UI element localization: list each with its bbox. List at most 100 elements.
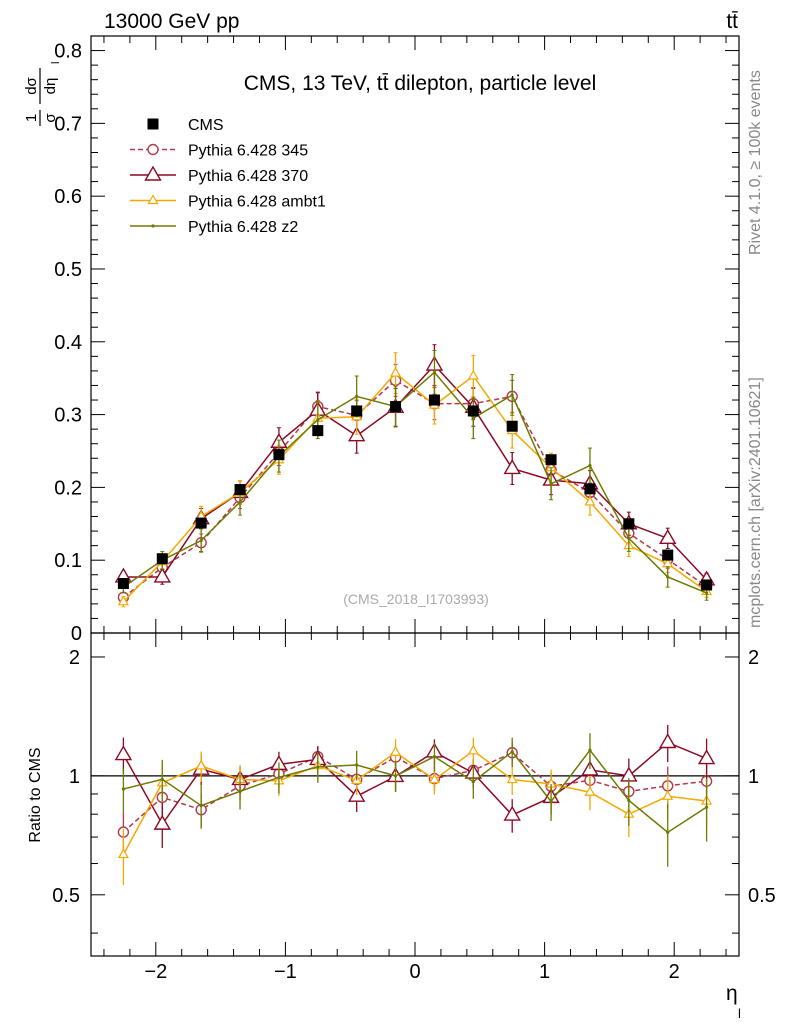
data-point [584,495,596,506]
legend-marker [147,194,159,205]
cms-data-point [662,549,674,561]
data-point [503,459,521,475]
data-point [705,591,709,595]
x-tick-label: 2 [669,961,680,983]
x-tick-label: −1 [274,961,297,983]
ratio-point [316,765,320,769]
ratio-tick-label: 2 [69,647,80,669]
series-line [122,371,707,594]
y-tick-label: 0.1 [54,550,82,572]
data-point [390,366,402,377]
data-point [316,418,320,422]
ratio-point [428,773,440,784]
ratio-point [584,786,596,796]
ratio-point [697,749,716,765]
x-axis-label-subscript: l [738,1006,741,1021]
y-tick-label: 0 [71,623,82,645]
data-point [432,370,437,374]
y-tick-label: 0.7 [54,113,82,135]
data-point [199,538,203,543]
cms-data-point [195,517,207,529]
data-point [467,369,479,380]
data-point [510,393,514,397]
y-tick-label: 0.5 [54,259,82,281]
cms-data-point [506,420,518,432]
y-tick-label: 0.4 [54,332,82,354]
legend-label: Pythia 6.428 ambt1 [188,194,326,211]
ratio-point [153,814,171,830]
cms-data-point [390,401,402,413]
x-axis-label: η [726,982,738,1005]
ratio-point [238,789,242,793]
legend-marker [147,118,159,130]
cms-data-point [467,405,479,417]
data-point [355,394,359,398]
data-point [238,500,242,504]
data-point [627,536,631,540]
ratio-series-line [123,748,708,834]
ratio-point [549,799,553,804]
y-tick-label: 0.2 [54,477,82,499]
data-point [588,463,592,468]
cms-data-point [623,518,635,530]
mcplots-label: mcplots.cern.ch [arXiv:2401.10621] [747,377,764,628]
y-tick-label: 0.3 [54,405,82,427]
ratio-tick-label: 0.5 [52,885,80,907]
cms-data-point [584,483,596,495]
cms-data-point [545,454,557,466]
y-axis-label: 1 σ dσ dη l [23,62,62,126]
cms-data-point [156,553,168,565]
main-axis-ticks: 0 0.1 0.2 0.3 0.4 0.5 0.6 0.7 0.8 [54,35,739,645]
ratio-point [121,787,125,791]
legend-marker [144,165,162,181]
y-tick-label: 0.8 [54,41,82,63]
legend-label: Pythia 6.428 z2 [188,219,298,236]
series-line [122,372,708,603]
ratio-point [277,775,281,779]
energy-label: 13000 GeV pp [104,10,239,33]
ratio-point [666,830,670,834]
cms-data-point [701,579,713,591]
ratio-point [510,750,514,754]
legend-marker [147,143,159,156]
data-point [659,528,677,545]
ratio-point [627,798,631,803]
chart-title: CMS, 13 TeV, tt̄ dilepton, particle leve… [244,72,597,95]
ratio-point [588,748,592,752]
svg-text:1: 1 [23,114,40,122]
ratio-point [355,763,359,767]
ratio-axis-ticks: −2 −1 0 1 2 0.5 0.5 1 1 2 2 [52,633,776,983]
rivet-version-label: Rivet 4.1.0, ≥ 100k events [747,70,764,255]
ratio-point [199,803,203,808]
series-line [122,379,708,598]
ratio-point [662,790,674,800]
svg-text:l: l [50,62,62,64]
series-line [123,363,708,581]
legend: CMS Pythia 6.428 345 Pythia 6.428 370 Pythi… [130,117,326,236]
ratio-series-line [122,741,707,826]
ratio-point [114,745,133,761]
ratio-point [390,746,402,756]
x-tick-label: 1 [539,961,550,983]
ratio-series-layer [114,724,716,886]
svg-text:dσ: dσ [23,76,40,94]
ratio-tick-label: 1 [69,766,80,788]
cms-data-point [273,449,285,461]
ratio-tick-label-right: 2 [748,647,759,669]
svg-text:dη: dη [42,78,59,95]
legend-label: Pythia 6.428 345 [188,143,308,160]
ratio-point [471,780,475,784]
ratio-point [506,773,518,784]
ratio-point [503,805,521,821]
data-point [471,416,475,420]
legend-label: Pythia 6.428 370 [188,168,308,185]
data-point [153,567,171,583]
data-point [117,595,129,606]
ratio-plot-frame [90,632,740,957]
cms-data-point [351,405,363,417]
ratio-point [432,755,437,759]
legend-label: CMS [188,117,224,134]
ratio-tick-label-right: 0.5 [748,885,776,907]
data-point [666,575,670,579]
